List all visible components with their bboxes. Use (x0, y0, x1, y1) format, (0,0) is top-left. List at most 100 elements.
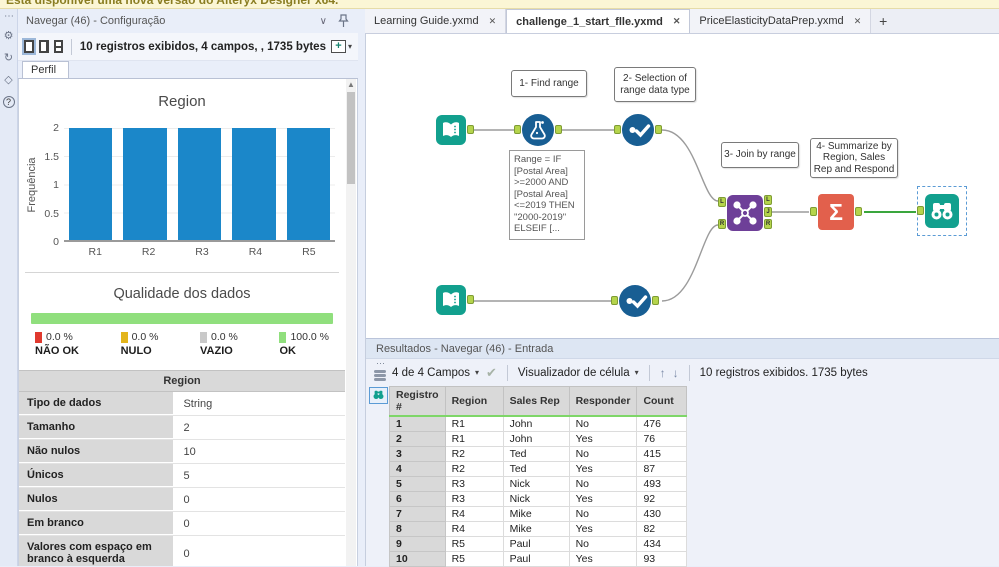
browse-anchor-button[interactable] (369, 387, 388, 404)
layout-vertical-split-icon[interactable] (39, 40, 49, 53)
close-icon[interactable]: ✕ (673, 16, 681, 27)
join-tool[interactable]: L R L J R (727, 195, 763, 231)
table-cell[interactable]: R2 (445, 462, 503, 477)
tab-learning-guide[interactable]: Learning Guide.yxmd ✕ (365, 9, 506, 33)
fields-dropdown[interactable]: 4 de 4 Campos ▾ (392, 367, 479, 379)
scrollbar-thumb[interactable] (347, 92, 355, 184)
layout-horizontal-split-icon[interactable] (54, 40, 64, 53)
row-number[interactable]: 4 (390, 462, 446, 477)
table-cell[interactable]: Ted (503, 462, 569, 477)
table-cell[interactable]: R3 (445, 492, 503, 507)
column-header[interactable]: Sales Rep (503, 387, 569, 417)
select-tool-1[interactable] (622, 114, 654, 146)
row-number[interactable]: 6 (390, 492, 446, 507)
up-arrow-icon[interactable]: ↑ (660, 366, 666, 380)
row-number[interactable]: 9 (390, 537, 446, 552)
table-cell[interactable]: R5 (445, 552, 503, 567)
select-tool-2[interactable] (619, 285, 651, 317)
row-number[interactable]: 8 (390, 522, 446, 537)
table-cell[interactable]: 434 (637, 537, 687, 552)
table-cell[interactable]: 92 (637, 492, 687, 507)
open-new-window-button[interactable]: + ▾ (331, 40, 352, 53)
gear-icon[interactable]: ⚙ (4, 25, 14, 47)
help-icon[interactable]: ? (3, 96, 15, 108)
table-cell[interactable]: Yes (569, 432, 637, 447)
annotation-join-by-range[interactable]: 3- Join by range (721, 142, 799, 168)
cell-viewer-dropdown[interactable]: Visualizador de célula ▾ (518, 367, 639, 379)
table-cell[interactable]: Yes (569, 522, 637, 537)
table-cell[interactable]: R1 (445, 432, 503, 447)
table-cell[interactable]: 76 (637, 432, 687, 447)
tab-challenge-1-start[interactable]: challenge_1_start_flle.yxmd ✕ (506, 9, 690, 33)
table-cell[interactable]: No (569, 507, 637, 522)
table-cell[interactable]: 430 (637, 507, 687, 522)
table-cell[interactable]: R3 (445, 477, 503, 492)
pin-icon[interactable] (337, 14, 350, 28)
column-header[interactable]: Responder (569, 387, 637, 417)
table-cell[interactable]: Yes (569, 492, 637, 507)
table-cell[interactable]: Yes (569, 552, 637, 567)
table-cell[interactable]: Nick (503, 492, 569, 507)
row-number[interactable]: 2 (390, 432, 446, 447)
row-number[interactable]: 10 (390, 552, 446, 567)
table-cell[interactable]: Mike (503, 522, 569, 537)
table-cell[interactable]: R4 (445, 522, 503, 537)
table-cell[interactable]: Paul (503, 537, 569, 552)
table-cell[interactable]: 82 (637, 522, 687, 537)
table-cell[interactable]: 476 (637, 416, 687, 432)
tab-price-elasticity[interactable]: PriceElasticityDataPrep.yxmd ✕ (690, 9, 871, 33)
row-number[interactable]: 3 (390, 447, 446, 462)
summarize-tool[interactable]: Σ (818, 194, 854, 230)
update-notification-banner[interactable]: Está disponível uma nova versão do Alter… (0, 0, 999, 9)
table-cell[interactable]: No (569, 477, 637, 492)
drag-handle-icon[interactable]: ⋯ (4, 9, 13, 25)
profile-scrollbar[interactable]: ▲ (346, 79, 356, 566)
table-cell[interactable]: 87 (637, 462, 687, 477)
table-cell[interactable]: Yes (569, 462, 637, 477)
formula-annotation[interactable]: Range = IF [Postal Area] >=2000 AND [Pos… (509, 150, 585, 240)
table-cell[interactable]: R2 (445, 447, 503, 462)
table-cell[interactable]: Mike (503, 507, 569, 522)
row-number[interactable]: 1 (390, 416, 446, 432)
refresh-icon[interactable]: ↻ (4, 47, 13, 69)
workflow-canvas[interactable]: 1- Find range 2- Selection of range data… (365, 34, 999, 338)
close-icon[interactable]: ✕ (854, 16, 862, 27)
table-cell[interactable]: R5 (445, 537, 503, 552)
chevron-down-icon[interactable]: ∨ (320, 16, 327, 27)
tab-perfil[interactable]: Perfil (22, 61, 69, 78)
annotation-summarize[interactable]: 4- Summarize by Region, Sales Rep and Re… (810, 138, 898, 178)
layout-single-pane-icon[interactable] (24, 40, 34, 53)
annotation-selection-range[interactable]: 2- Selection of range data type (614, 67, 696, 102)
down-arrow-icon[interactable]: ↓ (673, 366, 679, 380)
browse-tool[interactable] (925, 194, 959, 228)
table-cell[interactable]: R1 (445, 416, 503, 432)
annotation-find-range[interactable]: 1- Find range (511, 70, 587, 97)
scroll-up-arrow[interactable]: ▲ (346, 79, 356, 91)
panel-splitter[interactable] (358, 9, 365, 566)
table-cell[interactable]: R4 (445, 507, 503, 522)
table-cell[interactable]: 93 (637, 552, 687, 567)
column-header[interactable]: Region (445, 387, 503, 417)
column-header[interactable]: Registro # (390, 387, 446, 417)
table-cell[interactable]: No (569, 537, 637, 552)
table-cell[interactable]: Ted (503, 447, 569, 462)
input-data-tool-1[interactable] (436, 115, 466, 145)
formula-tool[interactable] (522, 114, 554, 146)
close-icon[interactable]: ✕ (489, 16, 497, 27)
table-cell[interactable]: No (569, 416, 637, 432)
table-cell[interactable]: 415 (637, 447, 687, 462)
tag-icon[interactable]: ◇ (4, 69, 12, 91)
table-cell[interactable]: 493 (637, 477, 687, 492)
table-cell[interactable]: John (503, 432, 569, 447)
table-cell[interactable]: John (503, 416, 569, 432)
table-cell[interactable]: No (569, 447, 637, 462)
new-tab-button[interactable]: + (871, 9, 895, 33)
table-cell[interactable]: Nick (503, 477, 569, 492)
row-number[interactable]: 7 (390, 507, 446, 522)
table-layers-icon[interactable]: ⋯ (373, 357, 387, 382)
input-data-tool-2[interactable] (436, 285, 466, 315)
table-cell[interactable]: Paul (503, 552, 569, 567)
column-header[interactable]: Count (637, 387, 687, 417)
row-number[interactable]: 5 (390, 477, 446, 492)
apply-check-icon[interactable]: ✔ (486, 365, 497, 381)
